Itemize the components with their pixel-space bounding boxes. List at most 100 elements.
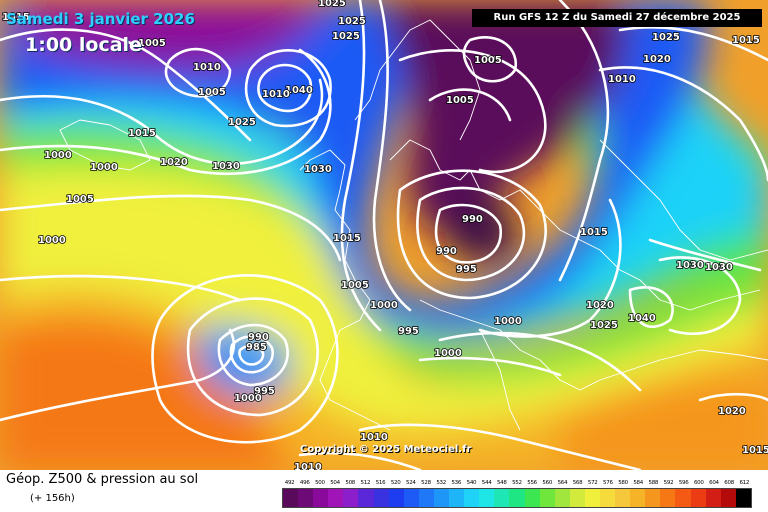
scale-swatch <box>358 489 374 507</box>
scale-tick-label: 520 <box>390 480 401 486</box>
scale-tick-label: 536 <box>451 480 462 486</box>
pressure-label: 1000 <box>494 316 522 327</box>
scale-tick-label: 612 <box>739 480 750 486</box>
pressure-label: 1005 <box>66 194 94 205</box>
pressure-label: 1000 <box>44 150 72 161</box>
scale-swatch <box>464 489 480 507</box>
scale-tick-label: 528 <box>421 480 431 486</box>
copyright: Copyright © 2025 Meteociel.fr <box>300 444 472 455</box>
scale-swatch <box>615 489 631 507</box>
scale-swatch <box>479 489 495 507</box>
scale-tick-label: 500 <box>315 480 325 486</box>
pressure-label: 990 <box>462 214 483 225</box>
pressure-label: 1025 <box>338 16 366 27</box>
forecast-map: 1015 1005 1025 1025 1025 1015 1005 1010 … <box>0 0 768 470</box>
color-scale: 492 496 500 504 508 512 516 520 524 528 532 536 540 5… <box>282 478 752 508</box>
pressure-label: 995 <box>398 326 419 337</box>
pressure-label: 1030 <box>676 260 704 271</box>
scale-tick-label: 532 <box>436 480 446 486</box>
pressure-label: 1020 <box>643 54 671 65</box>
pressure-label: 1000 <box>370 300 398 311</box>
scale-swatch <box>569 489 585 507</box>
map-area: 1015 1005 1025 1025 1025 1015 1005 1010 … <box>0 0 768 470</box>
valid-date: Samedi 3 janvier 2026 <box>6 10 195 28</box>
scale-tick-label: 584 <box>633 480 643 486</box>
geopotential-field <box>0 0 768 470</box>
scale-swatch <box>343 489 359 507</box>
scale-swatch <box>660 489 676 507</box>
pressure-label: 990 <box>248 332 269 343</box>
scale-swatch <box>675 489 691 507</box>
pressure-label: 1040 <box>285 85 313 96</box>
scale-tick-label: 560 <box>542 480 553 486</box>
pressure-label: 1025 <box>652 32 680 43</box>
scale-tick-label: 544 <box>481 480 492 486</box>
scale-tick-label: 576 <box>603 480 613 486</box>
scale-tick-label: 596 <box>678 480 689 486</box>
local-time: 1:00 locale <box>25 34 142 56</box>
scale-swatch <box>298 489 314 507</box>
pressure-label: 1005 <box>341 280 369 291</box>
scale-tick-label: 556 <box>527 480 537 486</box>
scale-swatch <box>313 489 329 507</box>
pressure-label: 1030 <box>212 161 240 172</box>
scale-tick-label: 568 <box>572 480 583 486</box>
pressure-label: 1005 <box>138 38 166 49</box>
scale-tick-label: 516 <box>375 480 386 486</box>
pressure-label: 1005 <box>446 95 474 106</box>
scale-swatch <box>373 489 389 507</box>
pressure-labels: 1015 1005 1025 1025 1025 1015 1005 1010 … <box>1 0 768 470</box>
pressure-label: 1020 <box>718 406 746 417</box>
pressure-label: 1005 <box>198 87 226 98</box>
scale-tick-label: 524 <box>406 480 416 486</box>
scale-swatch <box>690 489 706 507</box>
legend-bar: Géop. Z500 & pression au sol (+ 156h) 49… <box>0 470 768 512</box>
pressure-label: 1010 <box>193 62 221 73</box>
pressure-label: 1020 <box>160 157 188 168</box>
pressure-label: 985 <box>246 342 267 353</box>
pressure-label: 1005 <box>474 55 502 66</box>
pressure-label: 1010 <box>608 74 636 85</box>
scale-swatch <box>630 489 646 507</box>
pressure-label: 1010 <box>360 432 388 443</box>
scale-swatch <box>494 489 510 507</box>
pressure-label: 1015 <box>333 233 361 244</box>
pressure-label: 1000 <box>234 393 262 404</box>
scale-tick-label: 512 <box>360 480 371 486</box>
scale-swatch <box>388 489 404 507</box>
pressure-label: 1020 <box>586 300 614 311</box>
pressure-label: 1015 <box>742 445 768 456</box>
scale-swatch <box>509 489 525 507</box>
pressure-label: 1000 <box>434 348 462 359</box>
scale-tick-label: 592 <box>663 480 674 486</box>
scale-swatches <box>282 488 752 508</box>
scale-tick-label: 600 <box>693 480 704 486</box>
scale-tick-label: 604 <box>709 480 719 486</box>
pressure-label: 995 <box>456 264 477 275</box>
scale-tick-label: 564 <box>557 480 568 486</box>
pressure-label: 1000 <box>38 235 66 246</box>
scale-tick-label: 504 <box>330 480 340 486</box>
pressure-label: 1025 <box>332 31 360 42</box>
scale-swatch <box>433 489 450 507</box>
pressure-label: 1025 <box>318 0 346 9</box>
pressure-label: 1015 <box>580 227 608 238</box>
scale-swatch <box>720 489 736 507</box>
run-info: Run GFS 12 Z du Samedi 27 décembre 2025 <box>472 9 762 27</box>
scale-swatch <box>328 489 344 507</box>
coastlines <box>59 19 768 431</box>
scale-swatch <box>584 489 600 507</box>
pressure-label: 1025 <box>228 117 256 128</box>
pressure-label: 1040 <box>628 313 656 324</box>
scale-tick-label: 548 <box>496 480 507 486</box>
isobars <box>0 0 768 470</box>
scale-tick-label: 540 <box>466 480 477 486</box>
scale-tick-label: 496 <box>299 480 310 486</box>
scale-swatch <box>449 489 465 507</box>
scale-tick-label: 492 <box>284 480 295 486</box>
scale-swatch <box>554 489 570 507</box>
pressure-label: 1015 <box>128 128 156 139</box>
scale-swatch <box>735 489 751 507</box>
scale-swatch <box>645 489 661 507</box>
pressure-label: 1015 <box>2 12 30 23</box>
